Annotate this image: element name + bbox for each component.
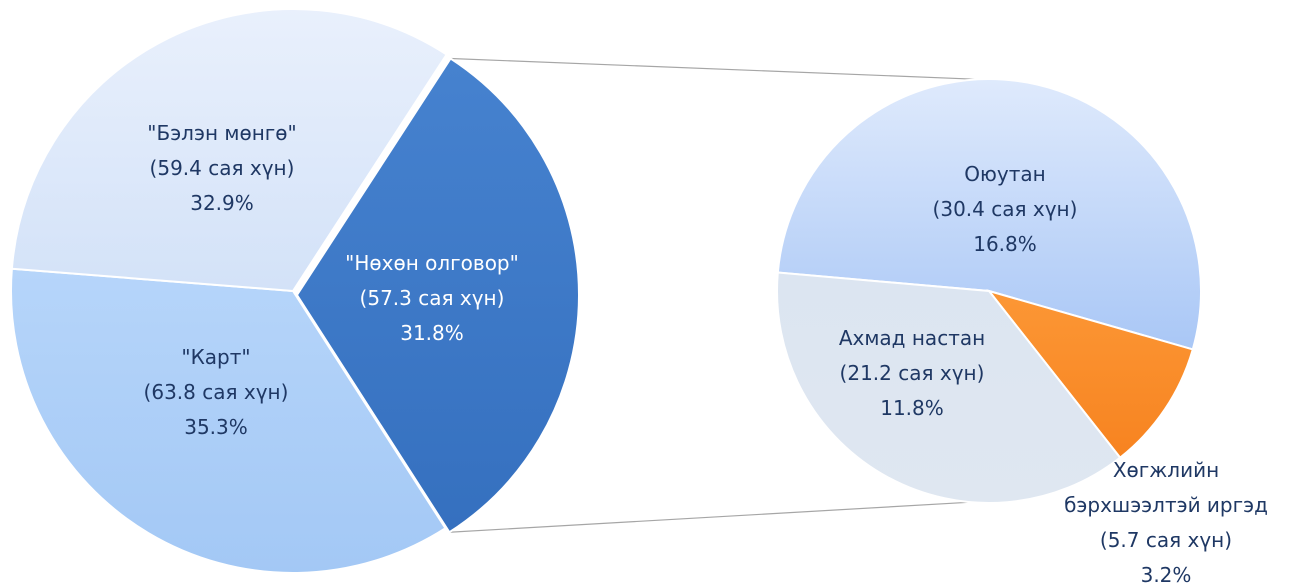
label-student: Оюутан (30.4 сая хүн) 16.8%	[933, 162, 1078, 256]
right-pie-slice-0	[776, 78, 1203, 351]
label-card: "Карт" (63.8 сая хүн) 35.3%	[144, 345, 289, 439]
connector-line-top	[450, 57, 978, 80]
connector-line-bottom	[449, 501, 971, 533]
label-cash: "Бэлэн мөнгө" (59.4 сая хүн) 32.9%	[147, 121, 296, 215]
left-pie-slice-2	[10, 267, 447, 574]
right-pie-slice-1	[986, 289, 1195, 460]
label-disabled: Хөгжлийн бэрхшээлтэй иргэд (5.7 сая хүн) 3.…	[1064, 458, 1268, 583]
label-compensation: "Нөхөн олговор" (57.3 сая хүн) 31.8%	[345, 251, 519, 345]
left-pie-slice-1	[295, 57, 580, 534]
label-elderly: Ахмад настан (21.2 сая хүн) 11.8%	[839, 326, 985, 420]
right-pie-slice-2	[776, 271, 1122, 504]
left-pie-slice-0	[10, 8, 448, 293]
